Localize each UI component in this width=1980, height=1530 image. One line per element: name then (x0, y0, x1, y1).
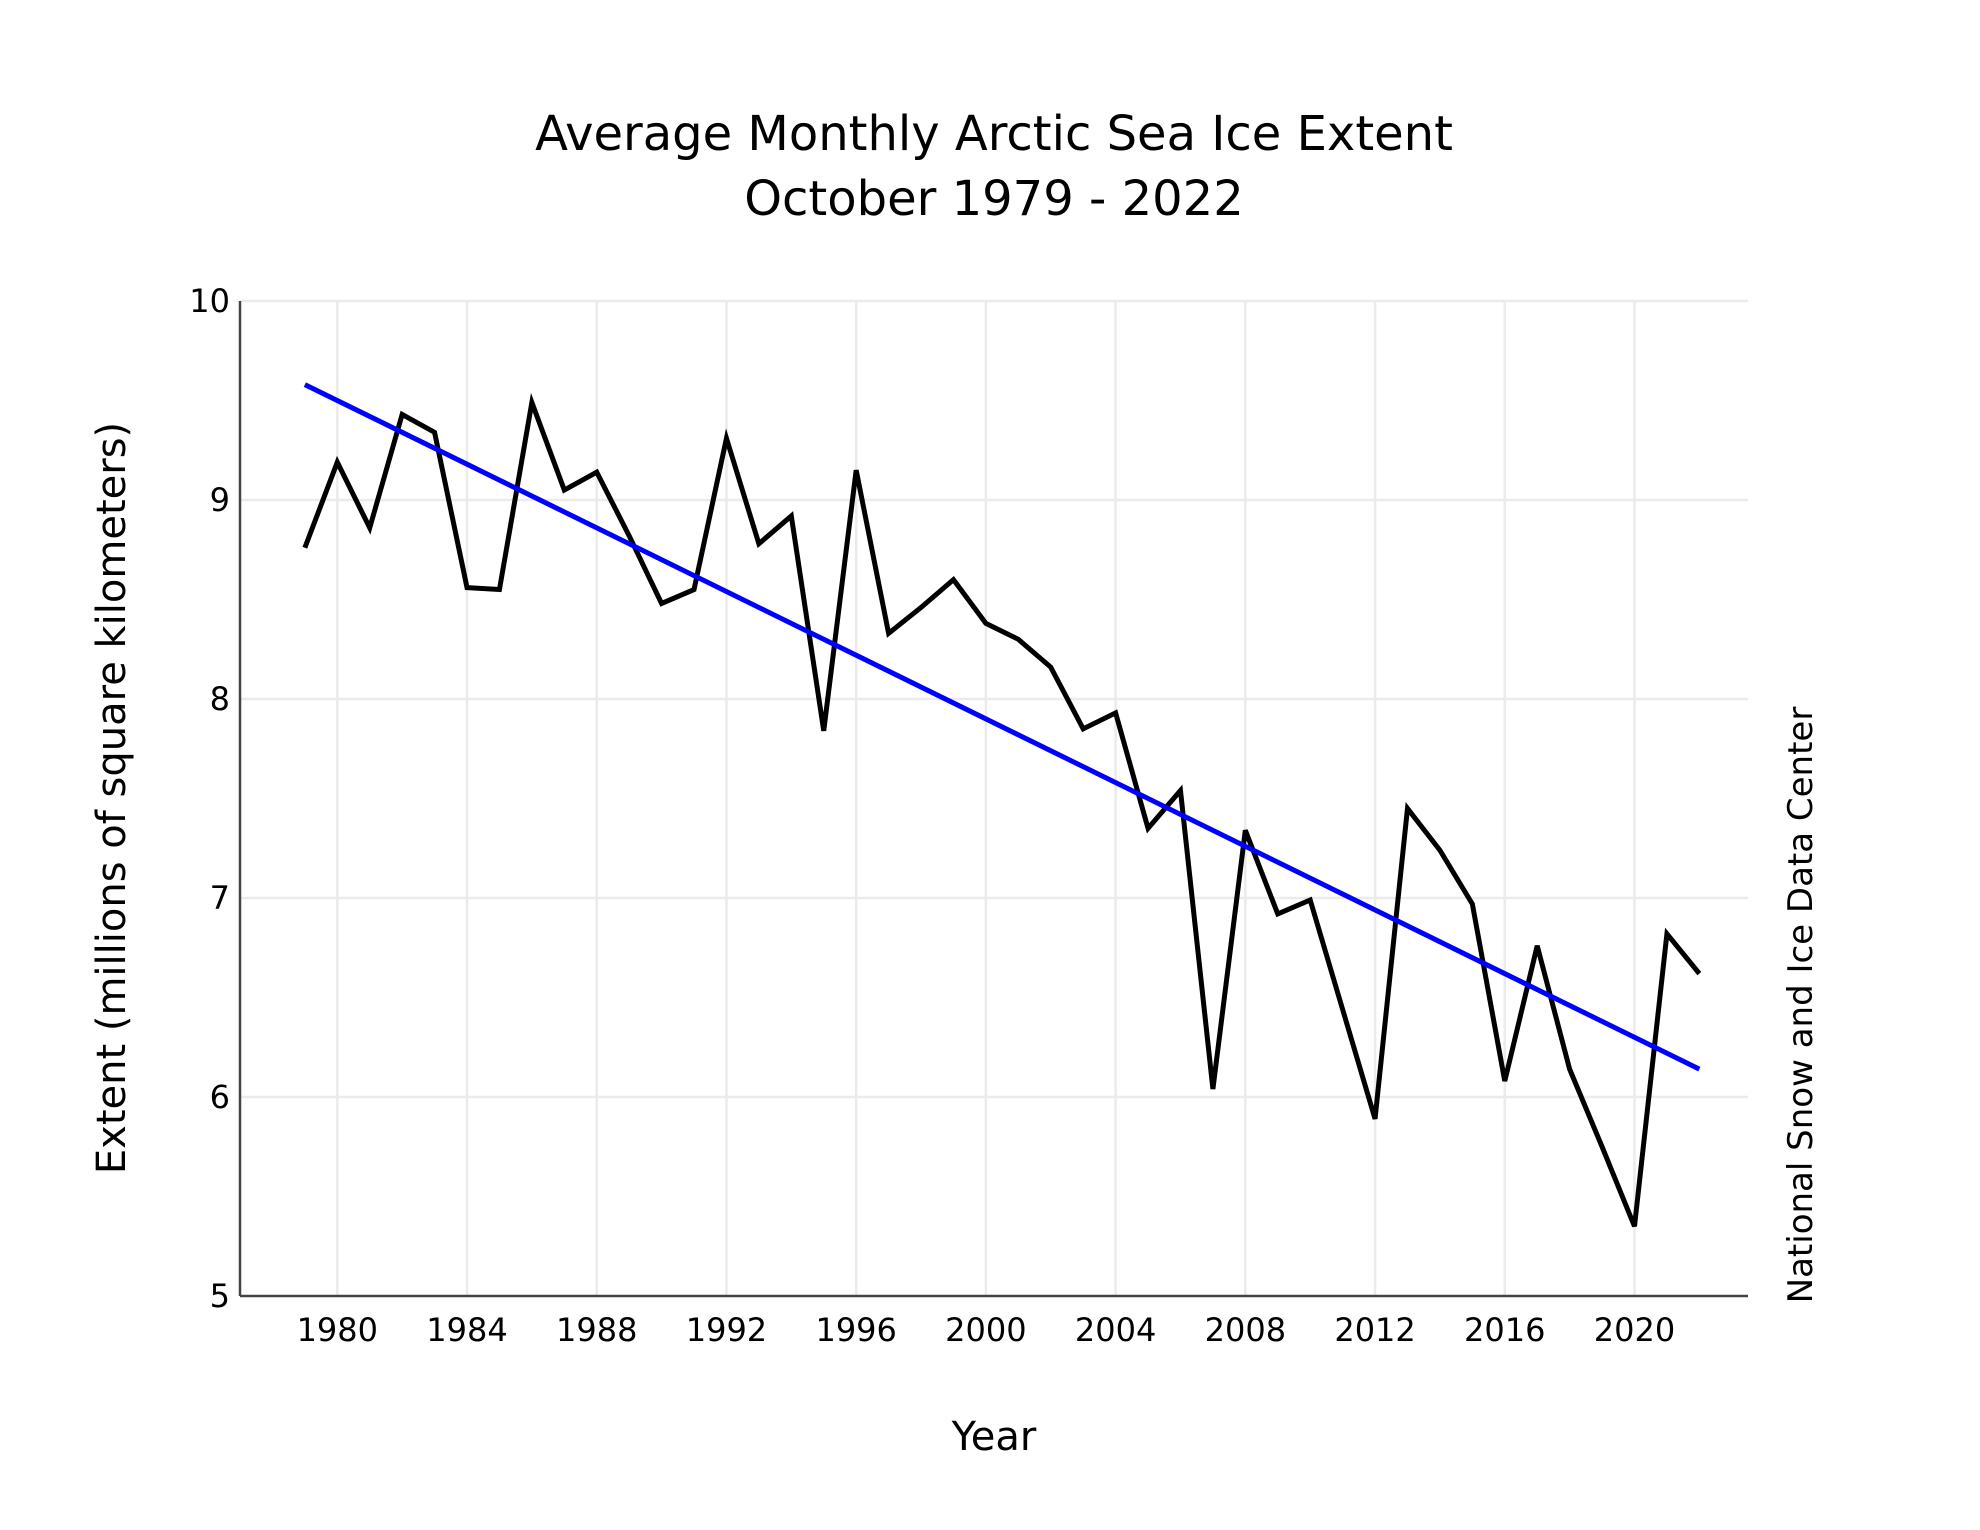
x-tick-label: 1980 (297, 1311, 378, 1349)
y-tick-label: 5 (210, 1277, 230, 1315)
x-axis-label: Year (951, 1414, 1037, 1460)
series-line-monthly-extent (302, 392, 1702, 1228)
series-group (302, 382, 1702, 1228)
trend-line (303, 382, 1701, 1072)
y-tick-label: 6 (210, 1078, 230, 1116)
source-label: National Snow and Ice Data Center (1781, 707, 1821, 1304)
chart-subtitle: October 1979 - 2022 (744, 171, 1244, 227)
y-tick-label: 8 (210, 680, 230, 718)
y-tick-label: 9 (210, 481, 230, 519)
x-tick-label: 2004 (1075, 1311, 1156, 1349)
x-tick-label: 2016 (1464, 1311, 1545, 1349)
y-axis-ticks: 5 6 7 8 9 10 (189, 282, 230, 1315)
chart-title: Average Monthly Arctic Sea Ice Extent (535, 106, 1453, 162)
x-tick-label: 2012 (1334, 1311, 1415, 1349)
x-tick-label: 2020 (1594, 1311, 1675, 1349)
x-tick-label: 1992 (686, 1311, 767, 1349)
x-tick-label: 1988 (556, 1311, 637, 1349)
x-tick-label: 1996 (815, 1311, 896, 1349)
x-tick-label: 1984 (426, 1311, 507, 1349)
x-tick-label: 2000 (945, 1311, 1026, 1349)
y-tick-label: 7 (210, 879, 230, 917)
y-axis-label: Extent (millions of square kilometers) (89, 422, 135, 1174)
y-tick-label: 10 (189, 282, 230, 320)
x-tick-label: 2008 (1205, 1311, 1286, 1349)
x-axis-ticks: 1980 1984 1988 1992 1996 2000 2004 2008 2012 2016… (297, 1311, 1676, 1349)
grid (240, 299, 1748, 1296)
